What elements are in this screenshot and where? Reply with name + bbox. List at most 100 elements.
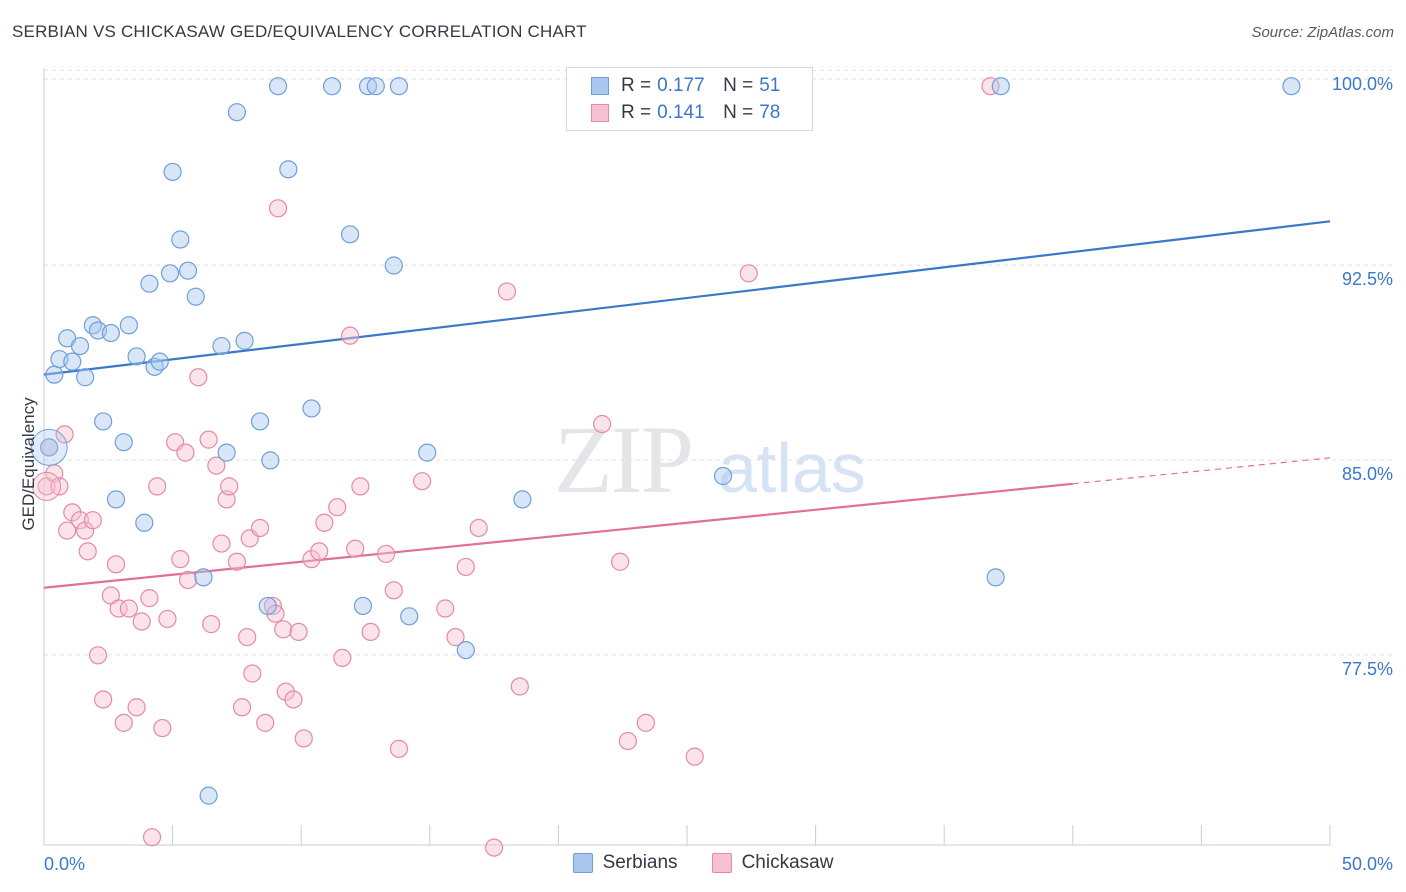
point-chickasaw (178, 570, 198, 590)
legend-r-label: R = (621, 75, 652, 96)
point-serbians (150, 352, 169, 371)
point-chickasaw (63, 503, 82, 522)
trend-line-serbians (43, 220, 1331, 376)
data-points (30, 77, 1301, 857)
point-chickasaw (593, 414, 612, 434)
point-chickasaw (212, 534, 231, 553)
point-serbians (384, 256, 403, 275)
x-tick-label: 50.0% (1342, 854, 1393, 874)
point-chickasaw (243, 664, 262, 683)
series-swatch-serbians (572, 853, 593, 873)
point-serbians (389, 77, 409, 96)
point-chickasaw (88, 646, 108, 665)
point-serbians (178, 261, 198, 280)
point-chickasaw (176, 443, 195, 462)
point-chickasaw (171, 550, 190, 569)
source-label: Source: ZipAtlas.com (1251, 24, 1394, 41)
point-serbians (261, 451, 280, 470)
point-serbians (358, 77, 378, 96)
point-chickasaw (351, 477, 370, 496)
legend-n-label: N = (723, 75, 754, 96)
point-chickasaw (310, 542, 329, 561)
trend-lines (43, 220, 1331, 589)
point-chickasaw (294, 729, 313, 748)
y-tick-label: 92.5% (1342, 269, 1393, 289)
point-chickasaw (333, 648, 352, 667)
point-serbians (194, 568, 213, 587)
legend-item-serbians: Serbians (572, 852, 678, 874)
legend-row-serbians: R = 0.177 N = 51 (567, 73, 780, 99)
point-serbians (340, 225, 360, 244)
point-chickasaw (207, 456, 226, 475)
point-chickasaw (142, 828, 162, 847)
point-chickasaw (250, 518, 270, 538)
point-serbians (45, 365, 64, 384)
point-serbians (1282, 77, 1301, 96)
point-chickasaw (189, 368, 208, 387)
point-chickasaw (227, 552, 246, 571)
point-serbians (114, 433, 133, 452)
legend-r-value: 0.141 (657, 102, 705, 123)
point-chickasaw (70, 511, 90, 530)
y-tick-label: 100.0% (1332, 74, 1393, 94)
point-chickasaw (132, 612, 151, 631)
point-serbians (76, 368, 95, 387)
point-serbians (212, 336, 231, 356)
point-chickasaw (346, 539, 365, 558)
correlation-legend: R = 0.177 N = 51 R = 0.141 N = 78 (566, 67, 813, 131)
point-serbians (70, 336, 90, 356)
point-chickasaw (148, 477, 167, 496)
point-chickasaw (276, 682, 295, 701)
axes (43, 68, 1331, 846)
series-label-chickasaw: Chickasaw (741, 852, 834, 873)
point-chickasaw (618, 731, 637, 751)
trend-line-chickasaw-extension (1072, 457, 1331, 485)
point-serbians (268, 77, 288, 96)
watermark-atlas: atlas (718, 429, 866, 507)
point-chickasaw (109, 599, 128, 618)
legend-r-value: 0.177 (657, 75, 705, 96)
point-chickasaw (284, 690, 303, 709)
point-chickasaw (412, 472, 432, 491)
point-chickasaw (50, 477, 69, 496)
point-serbians (456, 641, 475, 660)
point-serbians-large (30, 428, 68, 466)
point-chickasaw (376, 544, 396, 564)
point-serbians (40, 438, 59, 457)
point-serbians (199, 786, 218, 805)
y-tick-label: 77.5% (1342, 659, 1393, 679)
point-serbians (513, 490, 532, 509)
point-chickasaw (510, 677, 529, 696)
legend-item-chickasaw: Chickasaw (711, 852, 834, 874)
x-tick-label: 0.0% (44, 854, 85, 874)
point-serbians (227, 103, 246, 122)
point-chickasaw (456, 557, 475, 577)
legend-n-label: N = (723, 102, 754, 123)
point-serbians (106, 490, 126, 509)
point-serbians (101, 323, 120, 343)
point-chickasaw (58, 521, 77, 540)
watermark-zip: ZIP (554, 406, 692, 513)
point-serbians (400, 607, 419, 626)
point-serbians (83, 316, 102, 335)
point-serbians (145, 357, 164, 376)
point-serbians (322, 77, 342, 96)
point-chickasaw (238, 628, 257, 647)
point-serbians (171, 230, 190, 249)
series-legend: Serbians Chickasaw (0, 852, 1406, 874)
legend-n-value: 78 (759, 102, 781, 123)
point-serbians (63, 352, 82, 371)
point-chickasaw (289, 622, 308, 642)
point-serbians (302, 399, 321, 418)
point-chickasaw (127, 698, 146, 717)
point-chickasaw (685, 747, 704, 766)
trend-line-chickasaw (43, 482, 1073, 589)
point-chickasaw (302, 550, 321, 569)
point-serbians (366, 77, 385, 96)
point-serbians (127, 347, 146, 366)
point-serbians (217, 443, 236, 462)
point-serbians (279, 160, 298, 179)
point-chickasaw (384, 581, 403, 600)
point-chickasaw (361, 622, 380, 642)
